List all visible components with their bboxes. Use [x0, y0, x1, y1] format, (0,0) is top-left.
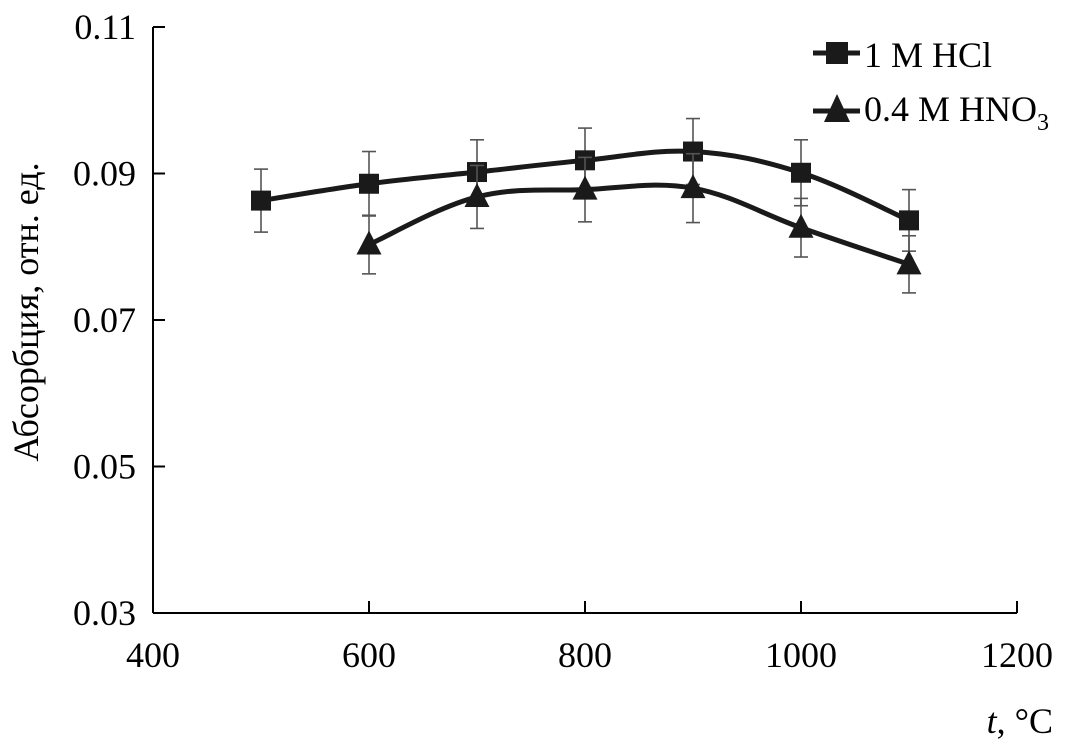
series-hno3: [356, 152, 922, 294]
data-point-triangle: [896, 250, 922, 275]
data-point-triangle: [464, 182, 490, 207]
y-tick-label: 0.11: [74, 7, 136, 47]
legend-item-hcl: 1 M HCl: [813, 35, 992, 75]
series-line: [367, 182, 910, 267]
x-tick-label: 600: [342, 635, 396, 675]
y-tick-label: 0.05: [73, 447, 136, 487]
y-axis-title: Абсорбция, отн. ед.: [6, 162, 46, 461]
legend-label-hno3: 0.4 M HNO3: [864, 89, 1049, 136]
square-marker-icon: [826, 42, 848, 64]
series-layer: [251, 117, 922, 294]
data-point-triangle: [680, 174, 706, 199]
x-tick-label: 400: [126, 635, 180, 675]
y-tick-label: 0.03: [73, 593, 136, 633]
data-point-triangle: [356, 230, 382, 255]
data-point-square: [359, 173, 379, 194]
triangle-marker-icon: [824, 94, 850, 122]
data-point-square: [899, 210, 919, 231]
x-tick-label: 800: [558, 635, 612, 675]
data-point-triangle: [572, 175, 598, 200]
x-tick-label: 1000: [765, 635, 837, 675]
y-tick-label: 0.07: [73, 300, 136, 340]
y-axis-ticks: 0.03 0.05 0.07 0.09 0.11: [73, 7, 165, 633]
x-tick-label: 1200: [981, 635, 1053, 675]
x-axis-title: t, °C: [987, 701, 1053, 741]
x-axis-variable: t: [987, 701, 998, 741]
data-point-square: [251, 190, 271, 211]
x-axis-unit: , °C: [997, 701, 1053, 741]
x-axis-ticks: 400 600 800 1000 1200: [126, 601, 1053, 675]
y-tick-label: 0.09: [73, 154, 136, 194]
legend: 1 M HCl 0.4 M HNO3: [813, 35, 1049, 136]
legend-item-hno3: 0.4 M HNO3: [813, 89, 1049, 136]
data-point-square: [791, 162, 811, 183]
legend-label-hcl: 1 M HCl: [864, 35, 992, 75]
data-point-triangle: [788, 213, 814, 238]
data-point-square: [683, 141, 703, 162]
